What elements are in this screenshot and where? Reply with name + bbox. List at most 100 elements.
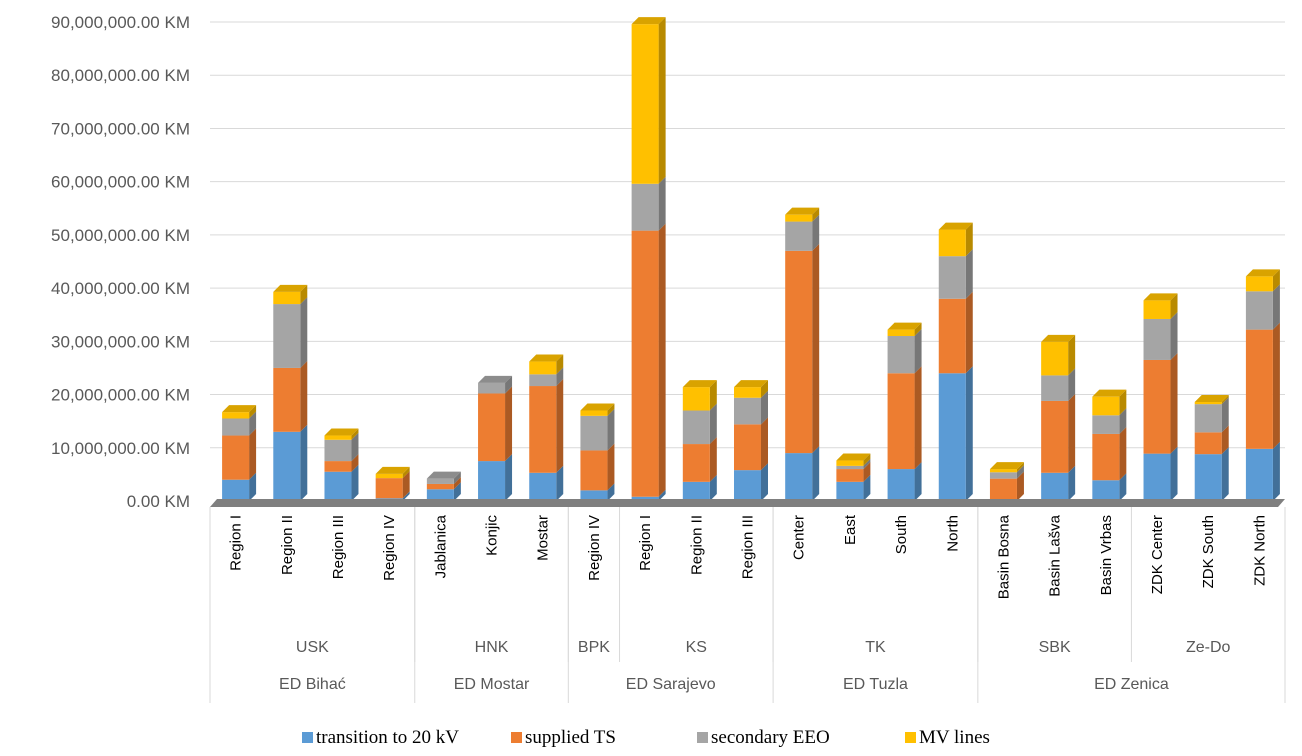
bar-top xyxy=(222,405,257,413)
bar-segment xyxy=(324,471,352,501)
bar-segment xyxy=(887,329,915,337)
bar-segment xyxy=(1194,432,1222,455)
bar-segment xyxy=(1245,276,1273,292)
category-label: South xyxy=(893,515,910,554)
canton-label: Ze-Do xyxy=(1186,639,1231,656)
bar-segment xyxy=(734,397,761,425)
bar-top xyxy=(529,354,564,362)
bar-stack xyxy=(222,405,257,501)
category-label: Jablanica xyxy=(432,514,449,578)
bar-top xyxy=(887,322,922,330)
bar-segment xyxy=(426,489,454,501)
legend-swatch xyxy=(511,732,522,743)
canton-label: HNK xyxy=(475,639,509,656)
bar-side xyxy=(351,464,359,501)
bar-top xyxy=(1041,334,1076,342)
bar-segment xyxy=(836,460,864,466)
bar-segment xyxy=(631,24,659,184)
bar-side xyxy=(1068,465,1076,501)
bar-side xyxy=(863,474,871,501)
bar-top xyxy=(478,375,513,383)
bar-top xyxy=(1245,269,1280,277)
bar-side xyxy=(249,411,257,436)
bar-side xyxy=(249,428,257,480)
legend-swatch xyxy=(697,732,708,743)
bar-segment xyxy=(529,361,557,375)
category-label: Konjic xyxy=(484,515,501,556)
bar-stack xyxy=(836,453,871,501)
y-tick-label: 20,000,000.00 KM xyxy=(51,386,190,405)
gridlines xyxy=(210,21,1285,449)
bar-segment xyxy=(989,472,1017,479)
y-tick-label: 60,000,000.00 KM xyxy=(51,173,190,192)
bar-segment xyxy=(580,410,608,416)
bar-segment xyxy=(1143,453,1171,501)
bar-side xyxy=(1221,447,1229,501)
bar-side xyxy=(1272,322,1280,449)
bar-side xyxy=(1272,269,1280,292)
bar-segment xyxy=(682,410,710,445)
y-tick-label: 40,000,000.00 KM xyxy=(51,279,190,298)
bar-stack xyxy=(1143,293,1178,501)
bar-side xyxy=(965,366,973,501)
bar-segment xyxy=(1092,433,1120,481)
bar-segment xyxy=(1092,396,1120,416)
bar-segment xyxy=(682,387,710,411)
bar-stack xyxy=(426,471,461,501)
bar-segment xyxy=(836,469,864,482)
bar-segment xyxy=(938,256,966,299)
bar-side xyxy=(709,474,717,501)
bar-top xyxy=(734,380,768,388)
bar-side xyxy=(658,489,666,501)
bar-segment xyxy=(734,387,761,398)
bar-top xyxy=(1194,395,1229,403)
bar-side xyxy=(1016,462,1024,473)
bar-side xyxy=(249,405,257,419)
bar-stack xyxy=(375,466,410,501)
bar-side xyxy=(351,432,359,462)
bar-segment xyxy=(989,469,1017,473)
bar-side xyxy=(863,453,871,466)
bar-side xyxy=(761,390,768,425)
bar-side xyxy=(1170,446,1178,501)
bar-side xyxy=(1170,293,1178,319)
bar-segment xyxy=(1143,300,1171,319)
bar-side xyxy=(812,446,820,501)
bar-segment xyxy=(989,478,1017,501)
bar-top xyxy=(785,207,820,215)
bar-stack xyxy=(734,380,768,501)
bar-stack xyxy=(938,222,973,501)
bar-segment xyxy=(222,412,250,419)
bar-side xyxy=(812,207,820,222)
bar-side xyxy=(453,471,461,484)
bar-stack xyxy=(887,322,922,501)
bar-segment xyxy=(631,183,659,231)
y-axis-ticks: 0.00 KM 10,000,000.00 KM 20,000,000.00 KM 3… xyxy=(51,13,190,511)
bar-segment xyxy=(580,450,608,491)
legend-label: supplied TS xyxy=(525,727,616,748)
category-label: Mostar xyxy=(535,515,552,561)
bar-top xyxy=(938,222,973,230)
bar-segment xyxy=(1194,454,1222,501)
bar-segment xyxy=(1194,404,1222,433)
y-tick-label: 90,000,000.00 KM xyxy=(51,13,190,32)
bar-segment xyxy=(1041,341,1069,376)
bar-segment xyxy=(785,250,813,454)
bar-side xyxy=(1119,473,1127,501)
bar-side xyxy=(607,408,615,451)
bar-segment xyxy=(478,461,506,501)
bar-segment xyxy=(222,435,250,480)
bar-segment xyxy=(785,214,813,222)
bar-segment xyxy=(785,453,813,501)
bar-side xyxy=(402,491,410,501)
bar-top xyxy=(682,380,717,388)
bar-segment xyxy=(1041,400,1069,473)
distribution-label: ED Bihać xyxy=(279,676,346,693)
bar-stack xyxy=(1245,269,1280,501)
bar-segment xyxy=(1143,318,1171,360)
bar-segment xyxy=(426,483,454,490)
bar-top xyxy=(631,17,666,25)
bar-segment xyxy=(529,374,557,387)
bar-side xyxy=(1272,441,1280,501)
y-tick-label: 70,000,000.00 KM xyxy=(51,119,190,138)
